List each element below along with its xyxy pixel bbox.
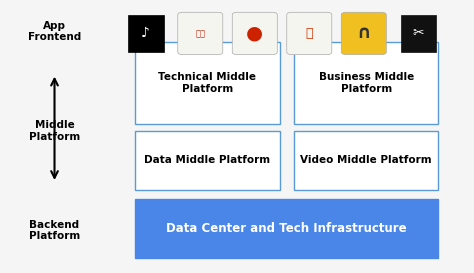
Text: ●: ● xyxy=(246,24,263,43)
FancyBboxPatch shape xyxy=(287,12,332,55)
Text: ∩: ∩ xyxy=(356,25,371,42)
FancyBboxPatch shape xyxy=(135,199,438,258)
FancyBboxPatch shape xyxy=(294,131,438,190)
Text: 火: 火 xyxy=(306,27,313,40)
FancyBboxPatch shape xyxy=(128,15,164,52)
Text: Technical Middle
Platform: Technical Middle Platform xyxy=(158,72,256,94)
FancyBboxPatch shape xyxy=(232,12,277,55)
Text: Backend
Platform: Backend Platform xyxy=(29,220,80,242)
Text: ✂: ✂ xyxy=(412,26,424,40)
FancyBboxPatch shape xyxy=(135,42,280,124)
FancyBboxPatch shape xyxy=(341,12,386,55)
Text: ♪: ♪ xyxy=(141,26,150,40)
FancyBboxPatch shape xyxy=(135,131,280,190)
FancyBboxPatch shape xyxy=(401,15,436,52)
Text: Middle
Platform: Middle Platform xyxy=(29,120,80,142)
FancyBboxPatch shape xyxy=(178,12,223,55)
Text: Video Middle Platform: Video Middle Platform xyxy=(301,155,432,165)
Text: Data Center and Tech Infrastructure: Data Center and Tech Infrastructure xyxy=(166,222,407,235)
FancyBboxPatch shape xyxy=(294,42,438,124)
Text: Data Middle Platform: Data Middle Platform xyxy=(144,155,271,165)
Text: Business Middle
Platform: Business Middle Platform xyxy=(319,72,414,94)
Text: 头条: 头条 xyxy=(195,29,205,38)
Text: App
Frontend: App Frontend xyxy=(28,20,81,42)
